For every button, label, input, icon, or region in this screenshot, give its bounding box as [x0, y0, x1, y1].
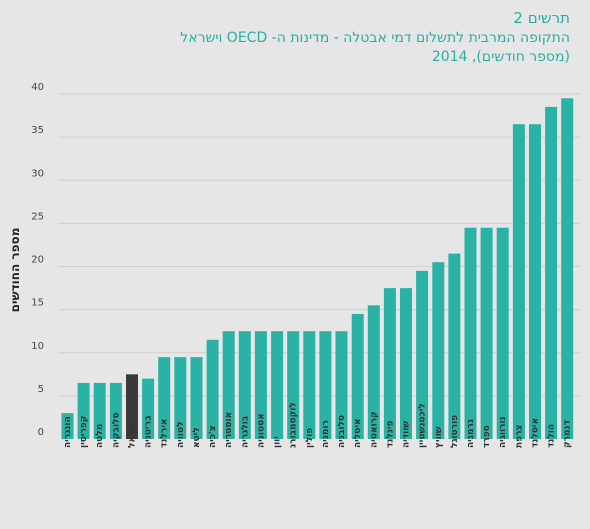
- x-tick-label: הונגריה: [63, 416, 73, 448]
- x-tick-label: ישראל: [128, 421, 138, 448]
- bar-29: [529, 124, 541, 439]
- x-tick-label: ליכטנשטיין: [418, 403, 428, 448]
- y-tick-label: 35: [31, 125, 44, 136]
- bar-7: [174, 357, 187, 439]
- x-tick-label: בריטניה: [144, 415, 154, 448]
- chart-subtitle: (מספר חודשים), 2014: [431, 49, 570, 65]
- bar-18: [351, 313, 364, 439]
- y-tick-label: 15: [31, 298, 44, 309]
- bar-20: [383, 288, 396, 439]
- bar-12: [254, 331, 267, 439]
- x-tick-label: בולגריה: [240, 415, 250, 448]
- y-tick-label: 5: [38, 384, 44, 395]
- bar-14: [287, 331, 300, 439]
- chart-title: התקופה המרבית לתשלום דמי אבטלה - מדינות …: [180, 30, 570, 46]
- y-tick-label: 10: [31, 341, 44, 352]
- x-tick-label: נורווגיה: [498, 416, 508, 448]
- x-tick-label: שוויץ: [434, 426, 444, 448]
- chart-header: תרשים 2 התקופה המרבית לתשלום דמי אבטלה -…: [180, 8, 570, 67]
- x-tick-label: צ'כיה: [208, 425, 218, 448]
- bar-3: [109, 382, 122, 439]
- bar-22: [416, 270, 429, 439]
- y-axis-title: מספר החודשים: [8, 228, 22, 313]
- x-tick-label: איטליה: [353, 418, 363, 448]
- x-tick-label: פולין: [305, 428, 315, 448]
- x-tick-label: קפריסין: [79, 416, 89, 448]
- x-tick-label: צרפת: [514, 425, 524, 448]
- bar-21: [400, 288, 412, 439]
- bar-25: [464, 227, 477, 439]
- bar-19: [367, 305, 380, 439]
- bar-13: [271, 331, 284, 439]
- x-tick-label: הולנד: [547, 424, 557, 448]
- bar-24: [448, 253, 461, 439]
- x-tick-label: מלטה: [95, 424, 105, 448]
- bar-30: [545, 106, 558, 440]
- bar-28: [512, 124, 525, 439]
- bar-27: [496, 227, 509, 439]
- x-tick-label: יוון: [273, 436, 283, 448]
- x-tick-label: איסלנד: [531, 418, 541, 448]
- x-axis-labels: הונגריה קפריסין מלטה סלובקיה ישראל בריטניה איר…: [63, 402, 573, 448]
- bar-15: [303, 331, 316, 439]
- x-tick-label: לטוויה: [176, 421, 186, 448]
- bar-16: [319, 331, 332, 439]
- x-tick-label: פורטוגל: [450, 415, 460, 448]
- x-tick-label: אסטוניה: [256, 413, 266, 448]
- y-tick-label: 0: [38, 427, 44, 438]
- figure-label: תרשים 2: [513, 9, 570, 27]
- x-tick-label: רומניה: [321, 420, 331, 448]
- bars: [61, 98, 574, 440]
- bar-17: [335, 331, 348, 439]
- x-tick-label: קרואטיה: [369, 411, 379, 448]
- bar-9: [206, 339, 219, 439]
- x-tick-label: ליטא: [192, 427, 202, 448]
- y-axis-ticks: 0 5 10 15 20 25 30 35 40: [31, 82, 44, 438]
- bar-1: [77, 382, 90, 439]
- y-tick-label: 40: [31, 82, 44, 93]
- x-tick-label: פינלנד: [385, 420, 395, 448]
- y-tick-label: 30: [31, 168, 44, 179]
- x-tick-label: ספרד: [482, 425, 492, 448]
- x-tick-label: סלובניה: [337, 415, 347, 448]
- x-tick-label: שוודיה: [402, 421, 412, 448]
- bar-23: [432, 262, 445, 439]
- x-tick-label: גרמניה: [466, 419, 476, 448]
- bar-0: [61, 413, 74, 439]
- y-tick-label: 25: [31, 211, 44, 222]
- bar-10: [222, 331, 235, 439]
- x-tick-label: דנמרק: [563, 420, 573, 448]
- bar-6: [158, 357, 171, 439]
- x-tick-label: אוסטריה: [224, 412, 234, 448]
- bar-4: [126, 374, 138, 439]
- grid-lines: [58, 93, 580, 397]
- x-tick-label: אירלנד: [160, 419, 170, 448]
- bar-26: [480, 227, 493, 439]
- x-tick-label: סלובקיה: [111, 412, 121, 448]
- bar-11: [238, 331, 251, 439]
- bar-2: [93, 382, 106, 439]
- x-tick-label: לוקסמבורג: [289, 402, 299, 448]
- bar-31: [561, 98, 574, 440]
- y-tick-label: 20: [31, 255, 44, 266]
- bar-8: [190, 357, 203, 439]
- bar-5: [142, 378, 155, 439]
